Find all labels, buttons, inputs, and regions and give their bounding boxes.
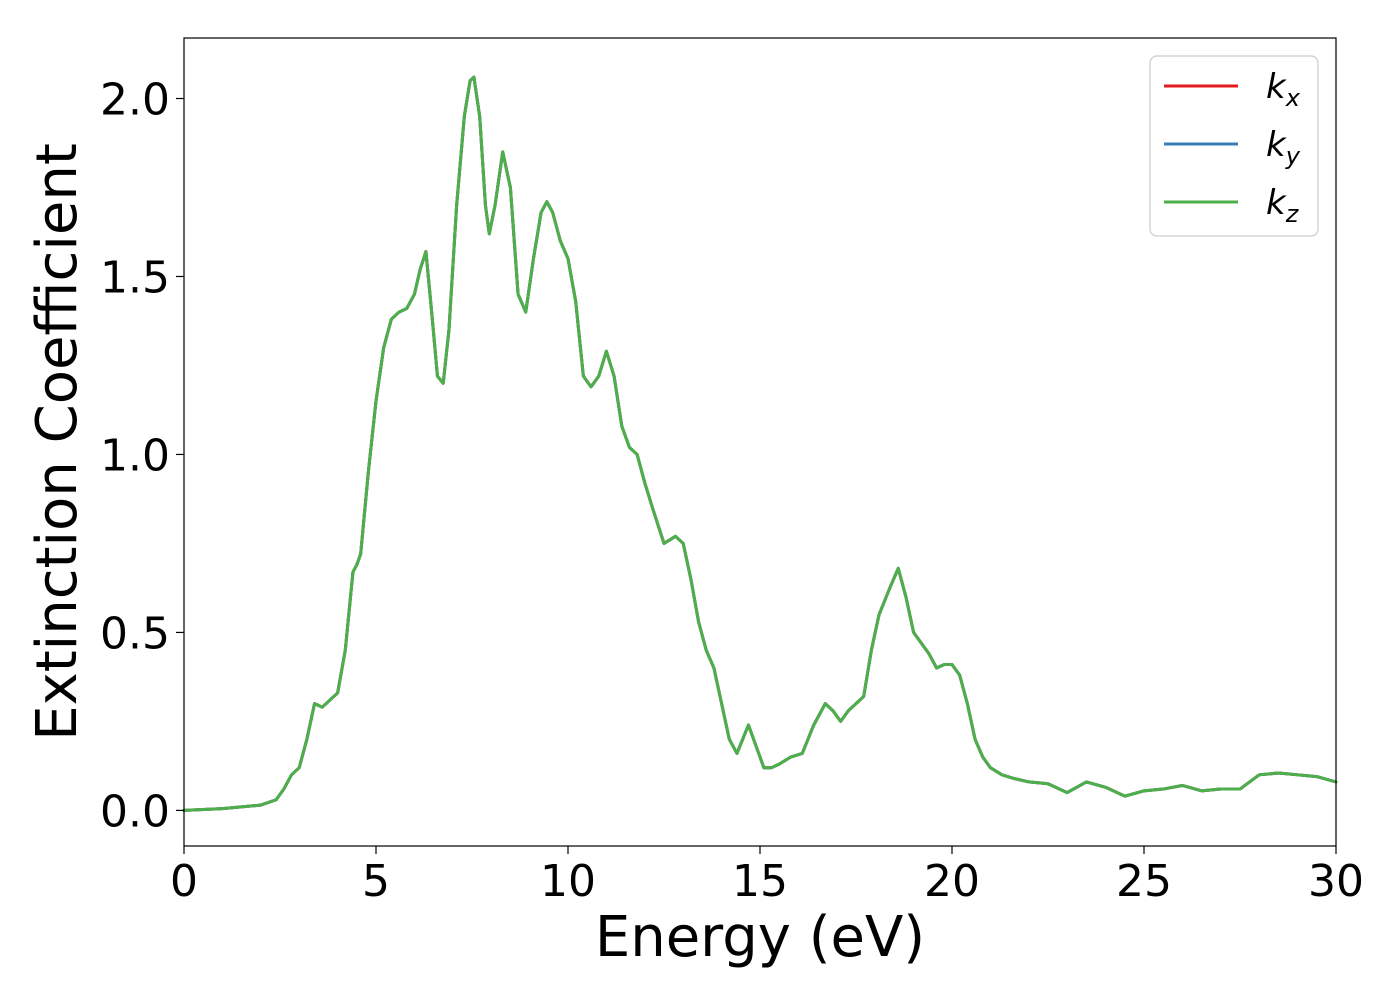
x-tick-label: 15: [732, 856, 788, 907]
legend-label-y: ky: [1266, 125, 1301, 170]
y-tick-label: 1.0: [100, 430, 170, 481]
legend: kx ky kz: [1149, 55, 1319, 237]
x-axis-title: Energy (eV): [595, 905, 925, 970]
y-tick-label: 0.5: [100, 608, 170, 659]
y-tick-label: 2.0: [100, 75, 170, 126]
y-axis-title: Extinction Coefficient: [25, 143, 90, 741]
x-tick-label: 25: [1116, 856, 1172, 907]
legend-label-z: kz: [1266, 183, 1300, 228]
y-tick-label: 0.0: [100, 786, 170, 837]
series-layer: [182, 75, 1338, 812]
x-tick-label: 30: [1308, 856, 1364, 907]
y-tick-label: 1.5: [100, 252, 170, 303]
x-tick-label: 20: [924, 856, 980, 907]
legend-label-x: kx: [1266, 67, 1301, 112]
x-axis-ticks: 0 5 10 15 20 25 30: [170, 846, 1364, 907]
x-tick-label: 5: [362, 856, 390, 907]
legend-box: [1149, 55, 1319, 237]
x-tick-label: 10: [540, 856, 596, 907]
y-axis-ticks: 0.0 0.5 1.0 1.5 2.0: [100, 75, 184, 837]
series-line-z: [182, 75, 1338, 812]
x-tick-label: 0: [170, 856, 198, 907]
